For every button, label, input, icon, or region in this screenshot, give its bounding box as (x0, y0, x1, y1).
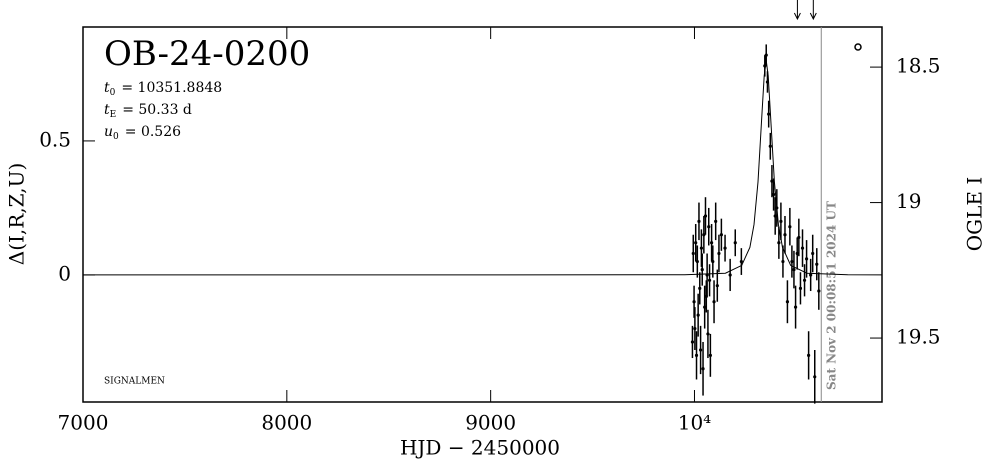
data-point (811, 251, 815, 256)
y2-tick-label: 18.5 (896, 54, 941, 78)
parameter: t0 = 10351.8848 (104, 80, 222, 98)
data-point (692, 300, 696, 304)
data-point (723, 246, 727, 250)
data-point (691, 251, 695, 256)
arrow (793, 0, 801, 21)
data-point (817, 289, 821, 293)
parameter-subscript: 0 (110, 88, 116, 98)
data-point (690, 340, 695, 344)
data-point (809, 273, 813, 277)
data-point (719, 233, 723, 237)
data-point (693, 326, 697, 331)
data-point (698, 348, 703, 352)
data-point (800, 246, 805, 250)
x-tick-label: 10⁴ (678, 411, 711, 435)
parameter-subscript: E (110, 110, 117, 120)
data-point (802, 278, 807, 282)
parameter-value: = 10351.8848 (121, 80, 222, 96)
data-point (712, 300, 716, 304)
parameter-value: = 50.33 d (122, 102, 192, 118)
data-point (714, 219, 718, 223)
data-point (694, 353, 699, 357)
y-axis-label: Δ(I,R,Z,U) (5, 163, 29, 265)
data-point (792, 267, 796, 272)
data-point (777, 241, 781, 245)
timestamp: Sat Nov 2 00:08:51 2024 UT (825, 201, 839, 390)
y2-tick-label: 19.5 (896, 325, 941, 349)
data-point (697, 219, 701, 223)
data-point (775, 206, 779, 210)
data-point (773, 214, 777, 218)
parameter-value: = 0.526 (125, 124, 181, 140)
data-point (798, 286, 803, 290)
data-point (696, 313, 700, 317)
x-tick-label: 8000 (261, 411, 312, 435)
data-point (717, 251, 721, 256)
parameter: tE = 50.33 d (104, 102, 192, 120)
data-point (771, 192, 776, 197)
y-tick-label: 0 (58, 261, 71, 285)
data-point (739, 259, 743, 264)
data-point (695, 259, 699, 264)
data-point (779, 219, 783, 223)
data-point (707, 225, 711, 229)
data-point (707, 278, 712, 282)
data-point (715, 284, 719, 288)
data-point (770, 179, 774, 183)
data-point (699, 246, 704, 250)
data-point (764, 53, 768, 57)
data-point (788, 225, 792, 229)
data-point (701, 367, 705, 371)
plot-frame (82, 26, 883, 403)
data-point (703, 305, 707, 309)
data-point (706, 332, 710, 336)
data-point (793, 305, 798, 309)
data-point (698, 286, 702, 290)
parameter-subscript: 0 (113, 132, 119, 142)
data-point (765, 80, 770, 84)
y2-tick-label: 19 (896, 189, 921, 213)
x-tick-label: 7000 (58, 411, 109, 435)
symbol (854, 43, 862, 51)
data-point (781, 259, 785, 264)
x-axis-label: HJD − 2450000 (400, 436, 560, 459)
data-point (728, 273, 732, 277)
x-tick-label: 9000 (465, 411, 516, 435)
data-point (785, 300, 790, 304)
data-point (783, 233, 787, 237)
footnote: SIGNALMEN (104, 377, 165, 387)
parameter-symbol: t (104, 102, 110, 118)
data-point (815, 262, 819, 266)
y-tick-label: 0.5 (39, 127, 71, 151)
chart-title: OB-24-0200 (104, 34, 310, 74)
data-point (797, 235, 801, 240)
data-point (711, 259, 715, 264)
data-point (710, 241, 714, 245)
data-point (694, 241, 698, 245)
parameter-symbol: u (104, 124, 113, 140)
data-point (733, 241, 737, 245)
data-point (790, 259, 794, 264)
data-point (795, 251, 799, 256)
data-point (767, 112, 771, 116)
arrow (809, 0, 817, 21)
data-point (705, 273, 709, 277)
parameter: u0 = 0.526 (104, 124, 181, 142)
data-point (708, 353, 712, 357)
data-point (700, 267, 704, 272)
data-point (807, 353, 811, 357)
data-point (804, 257, 809, 261)
data-point (703, 214, 708, 218)
data-point (813, 375, 817, 379)
data-point (702, 233, 706, 237)
y2-axis-label: OGLE I (963, 177, 986, 252)
parameter-symbol: t (104, 80, 110, 96)
data-point (768, 144, 772, 148)
